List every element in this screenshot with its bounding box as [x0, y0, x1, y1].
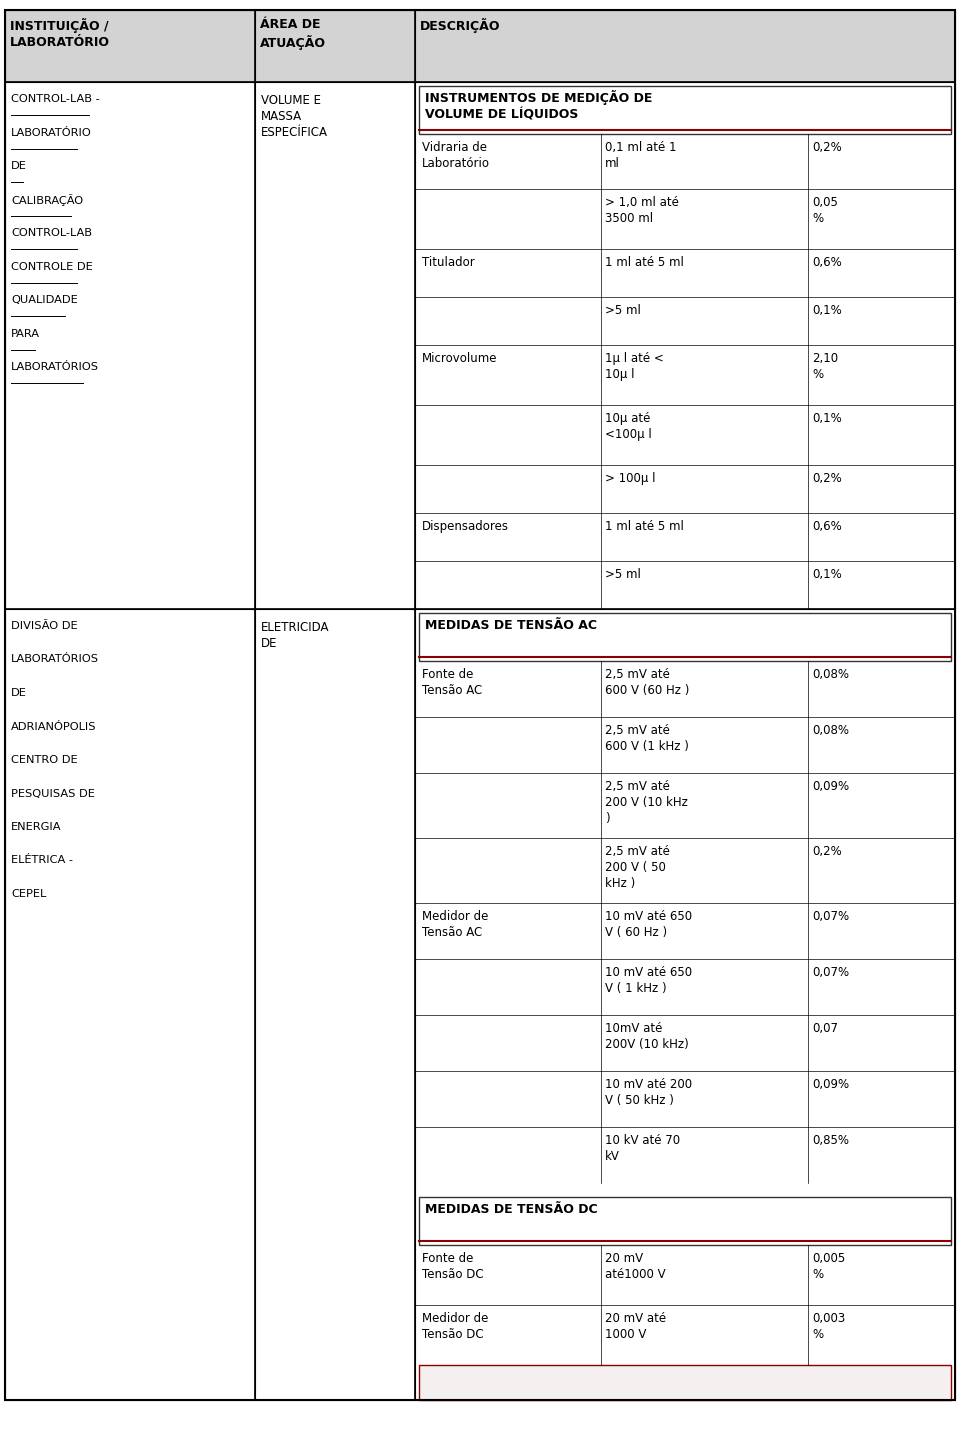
Text: 20 mV
até1000 V: 20 mV até1000 V: [605, 1251, 665, 1282]
Text: 0,1%: 0,1%: [812, 304, 842, 317]
Text: 0,1%: 0,1%: [812, 412, 842, 425]
Text: 0,6%: 0,6%: [812, 520, 842, 533]
Text: 2,5 mV até
200 V (10 kHz
): 2,5 mV até 200 V (10 kHz ): [605, 780, 688, 825]
Text: 10 mV até 650
V ( 1 kHz ): 10 mV até 650 V ( 1 kHz ): [605, 966, 692, 995]
Text: ADRIANÓPOLIS: ADRIANÓPOLIS: [11, 721, 97, 732]
Text: Dispensadores: Dispensadores: [422, 520, 509, 533]
Text: CONTROL-LAB: CONTROL-LAB: [11, 228, 92, 238]
Text: INSTRUMENTOS DE MEDIÇÃO DE
VOLUME DE LÍQUIDOS: INSTRUMENTOS DE MEDIÇÃO DE VOLUME DE LÍQ…: [425, 91, 653, 121]
Bar: [419, 86, 951, 134]
Text: 0,003
%: 0,003 %: [812, 1312, 845, 1341]
Text: DE: DE: [11, 161, 27, 171]
Text: 10µ até
<100µ l: 10µ até <100µ l: [605, 412, 652, 441]
Bar: [415, 10, 955, 82]
Text: Vidraria de
Laboratório: Vidraria de Laboratório: [422, 141, 490, 170]
Text: 0,2%: 0,2%: [812, 141, 842, 154]
Text: LABORATÓRIOS: LABORATÓRIOS: [11, 655, 99, 664]
Text: DESCRIÇÃO: DESCRIÇÃO: [420, 19, 500, 33]
Bar: [5, 82, 255, 609]
Text: 0,1 ml até 1
ml: 0,1 ml até 1 ml: [605, 141, 677, 170]
Text: MEDIDAS DE TENSÃO DC: MEDIDAS DE TENSÃO DC: [425, 1202, 598, 1215]
Text: > 100µ l: > 100µ l: [605, 472, 656, 485]
Text: 0,07%: 0,07%: [812, 910, 850, 923]
Text: 10 kV até 70
kV: 10 kV até 70 kV: [605, 1135, 680, 1164]
Text: 0,05
%: 0,05 %: [812, 196, 838, 225]
Text: Titulador: Titulador: [422, 256, 475, 269]
Bar: [255, 10, 415, 82]
Text: 1 ml até 5 ml: 1 ml até 5 ml: [605, 520, 684, 533]
Text: 0,09%: 0,09%: [812, 780, 850, 793]
Text: 2,5 mV até
200 V ( 50
kHz ): 2,5 mV até 200 V ( 50 kHz ): [605, 845, 670, 890]
Text: MEDIDAS DE TENSÃO AC: MEDIDAS DE TENSÃO AC: [425, 619, 597, 632]
Text: 0,08%: 0,08%: [812, 668, 849, 681]
Text: LABORATÓRIO: LABORATÓRIO: [11, 128, 92, 137]
Text: VOLUME E
MASSA
ESPECÍFICA: VOLUME E MASSA ESPECÍFICA: [261, 94, 328, 140]
Text: 10 mV até 650
V ( 60 Hz ): 10 mV até 650 V ( 60 Hz ): [605, 910, 692, 939]
Bar: [419, 1197, 951, 1246]
Text: 2,5 mV até
600 V (60 Hz ): 2,5 mV até 600 V (60 Hz ): [605, 668, 689, 697]
Text: PESQUISAS DE: PESQUISAS DE: [11, 789, 95, 799]
Text: Fonte de
Tensão DC: Fonte de Tensão DC: [422, 1251, 484, 1282]
Text: PARA: PARA: [11, 328, 40, 338]
Text: 0,6%: 0,6%: [812, 256, 842, 269]
Text: 1 ml até 5 ml: 1 ml até 5 ml: [605, 256, 684, 269]
Text: 2,5 mV até
600 V (1 kHz ): 2,5 mV até 600 V (1 kHz ): [605, 724, 689, 753]
Text: CALIBRAÇÃO: CALIBRAÇÃO: [11, 194, 84, 206]
Text: Medidor de
Tensão AC: Medidor de Tensão AC: [422, 910, 489, 939]
Text: Fonte de
Tensão AC: Fonte de Tensão AC: [422, 668, 482, 697]
Text: ELETRICIDA
DE: ELETRICIDA DE: [261, 621, 329, 649]
Bar: [419, 1365, 951, 1400]
Text: Medidor de
Tensão DC: Medidor de Tensão DC: [422, 1312, 489, 1341]
Text: INSTITUIÇÃO /
LABORATÓRIO: INSTITUIÇÃO / LABORATÓRIO: [10, 19, 110, 49]
Text: 0,2%: 0,2%: [812, 472, 842, 485]
Text: 10 mV até 200
V ( 50 kHz ): 10 mV até 200 V ( 50 kHz ): [605, 1079, 692, 1107]
Text: CENTRO DE: CENTRO DE: [11, 755, 78, 765]
Text: 1µ l até <
10µ l: 1µ l até < 10µ l: [605, 351, 663, 382]
Bar: [5, 609, 255, 1400]
Text: 0,09%: 0,09%: [812, 1079, 850, 1092]
Bar: [5, 10, 255, 82]
Bar: [415, 609, 955, 1400]
Text: 0,07: 0,07: [812, 1022, 838, 1035]
Text: 0,85%: 0,85%: [812, 1135, 849, 1148]
Text: Microvolume: Microvolume: [422, 351, 497, 364]
Text: 0,08%: 0,08%: [812, 724, 849, 737]
Text: >5 ml: >5 ml: [605, 304, 641, 317]
Text: CEPEL: CEPEL: [11, 888, 46, 899]
Text: CONTROL-LAB -: CONTROL-LAB -: [11, 94, 100, 104]
Text: ÁREA DE
ATUAÇÃO: ÁREA DE ATUAÇÃO: [260, 19, 326, 49]
Bar: [415, 82, 955, 609]
Bar: [419, 613, 951, 661]
Text: ELÉTRICA -: ELÉTRICA -: [11, 855, 73, 865]
Text: 0,005
%: 0,005 %: [812, 1251, 845, 1282]
Text: 0,2%: 0,2%: [812, 845, 842, 858]
Text: DE: DE: [11, 688, 27, 698]
Text: CONTROLE DE: CONTROLE DE: [11, 262, 93, 272]
Bar: [255, 82, 415, 609]
Text: 0,07%: 0,07%: [812, 966, 850, 979]
Text: DIVISÃO DE: DIVISÃO DE: [11, 621, 78, 631]
Text: 20 mV até
1000 V: 20 mV até 1000 V: [605, 1312, 666, 1341]
Text: 2,10
%: 2,10 %: [812, 351, 838, 382]
Text: 10mV até
200V (10 kHz): 10mV até 200V (10 kHz): [605, 1022, 688, 1051]
Text: QUALIDADE: QUALIDADE: [11, 295, 78, 305]
Text: 0,1%: 0,1%: [812, 567, 842, 580]
Text: > 1,0 ml até
3500 ml: > 1,0 ml até 3500 ml: [605, 196, 679, 225]
Text: >5 ml: >5 ml: [605, 567, 641, 580]
Text: LABORATÓRIOS: LABORATÓRIOS: [11, 361, 99, 372]
Bar: [255, 609, 415, 1400]
Text: ENERGIA: ENERGIA: [11, 822, 61, 832]
